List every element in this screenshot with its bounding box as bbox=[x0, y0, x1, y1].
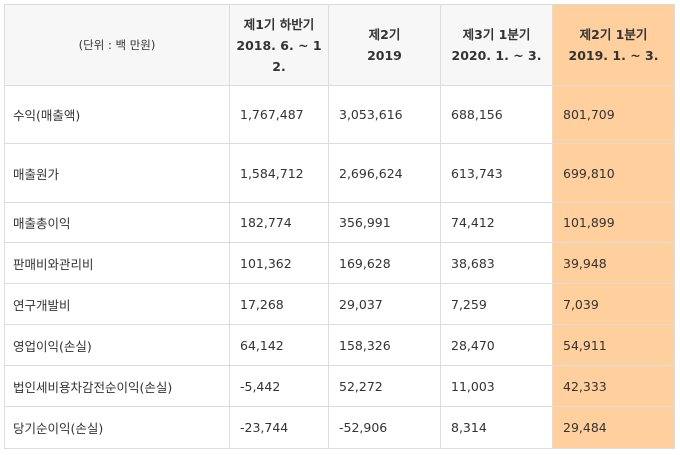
table-cell: 688,156 bbox=[440, 85, 553, 144]
table-cell: 613,743 bbox=[440, 143, 553, 203]
table-cell-highlighted: 29,484 bbox=[552, 406, 675, 449]
financial-summary-table: (단위 : 백 만원) 제1기 하반기 2018. 6. ~ 1 2. 제2기 … bbox=[4, 4, 675, 449]
row-label: 연구개발비 bbox=[4, 283, 230, 325]
header-period-3: 제3기 1분기 2020. 1. ~ 3. bbox=[440, 4, 553, 86]
header-period-4-line1: 제2기 1분기 bbox=[579, 27, 648, 42]
table-cell-highlighted: 39,948 bbox=[552, 242, 675, 284]
table-cell: 17,268 bbox=[229, 283, 329, 325]
row-label: 판매비와관리비 bbox=[4, 242, 230, 284]
header-period-2-line2: 2019 bbox=[367, 48, 402, 63]
table-cell: 356,991 bbox=[328, 202, 441, 243]
table-header-row: (단위 : 백 만원) 제1기 하반기 2018. 6. ~ 1 2. 제2기 … bbox=[4, 4, 675, 86]
header-period-2-line1: 제2기 bbox=[368, 27, 401, 42]
table-cell: 2,696,624 bbox=[328, 143, 441, 203]
table-row: 수익(매출액) 1,767,487 3,053,616 688,156 801,… bbox=[4, 85, 675, 144]
row-label: 매출총이익 bbox=[4, 202, 230, 243]
table-cell: 3,053,616 bbox=[328, 85, 441, 144]
table-cell-highlighted: 801,709 bbox=[552, 85, 675, 144]
table-cell: 64,142 bbox=[229, 324, 329, 366]
header-period-4-line2: 2019. 1. ~ 3. bbox=[568, 48, 659, 63]
financial-table-container: (단위 : 백 만원) 제1기 하반기 2018. 6. ~ 1 2. 제2기 … bbox=[4, 4, 675, 449]
table-row: 법인세비용차감전순이익(손실) -5,442 52,272 11,003 42,… bbox=[4, 365, 675, 407]
row-label: 영업이익(손실) bbox=[4, 324, 230, 366]
table-row: 판매비와관리비 101,362 169,628 38,683 39,948 bbox=[4, 242, 675, 284]
table-cell: 169,628 bbox=[328, 242, 441, 284]
table-cell: 38,683 bbox=[440, 242, 553, 284]
table-cell: 182,774 bbox=[229, 202, 329, 243]
table-cell: 1,767,487 bbox=[229, 85, 329, 144]
table-row: 영업이익(손실) 64,142 158,326 28,470 54,911 bbox=[4, 324, 675, 366]
table-cell: 7,259 bbox=[440, 283, 553, 325]
table-cell: 1,584,712 bbox=[229, 143, 329, 203]
table-cell-highlighted: 7,039 bbox=[552, 283, 675, 325]
row-label: 수익(매출액) bbox=[4, 85, 230, 144]
header-period-3-line1: 제3기 1분기 bbox=[462, 27, 531, 42]
table-cell: 29,037 bbox=[328, 283, 441, 325]
header-period-1-line2: 2018. 6. ~ 1 bbox=[236, 37, 322, 53]
table-cell-highlighted: 699,810 bbox=[552, 143, 675, 203]
table-cell-highlighted: 101,899 bbox=[552, 202, 675, 243]
row-label: 당기순이익(손실) bbox=[4, 406, 230, 449]
table-cell-highlighted: 42,333 bbox=[552, 365, 675, 407]
unit-label: (단위 : 백 만원) bbox=[4, 4, 230, 86]
table-cell-highlighted: 54,911 bbox=[552, 324, 675, 366]
table-cell: 52,272 bbox=[328, 365, 441, 407]
table-row: 당기순이익(손실) -23,744 -52,906 8,314 29,484 bbox=[4, 406, 675, 449]
table-cell: 101,362 bbox=[229, 242, 329, 284]
table-cell: 11,003 bbox=[440, 365, 553, 407]
table-cell: 28,470 bbox=[440, 324, 553, 366]
header-period-1-line3: 2. bbox=[272, 58, 286, 74]
table-cell: -52,906 bbox=[328, 406, 441, 449]
table-row: 매출총이익 182,774 356,991 74,412 101,899 bbox=[4, 202, 675, 243]
table-cell: 74,412 bbox=[440, 202, 553, 243]
header-period-4-highlighted: 제2기 1분기 2019. 1. ~ 3. bbox=[552, 4, 675, 86]
header-period-3-line2: 2020. 1. ~ 3. bbox=[451, 48, 542, 63]
table-cell: -5,442 bbox=[229, 365, 329, 407]
table-row: 매출원가 1,584,712 2,696,624 613,743 699,810 bbox=[4, 143, 675, 203]
header-period-1: 제1기 하반기 2018. 6. ~ 1 2. bbox=[229, 4, 329, 86]
table-cell: 8,314 bbox=[440, 406, 553, 449]
header-period-1-line1: 제1기 하반기 bbox=[243, 16, 315, 32]
table-row: 연구개발비 17,268 29,037 7,259 7,039 bbox=[4, 283, 675, 325]
table-cell: -23,744 bbox=[229, 406, 329, 449]
table-cell: 158,326 bbox=[328, 324, 441, 366]
header-period-2: 제2기 2019 bbox=[328, 4, 441, 86]
row-label: 매출원가 bbox=[4, 143, 230, 203]
row-label: 법인세비용차감전순이익(손실) bbox=[4, 365, 230, 407]
